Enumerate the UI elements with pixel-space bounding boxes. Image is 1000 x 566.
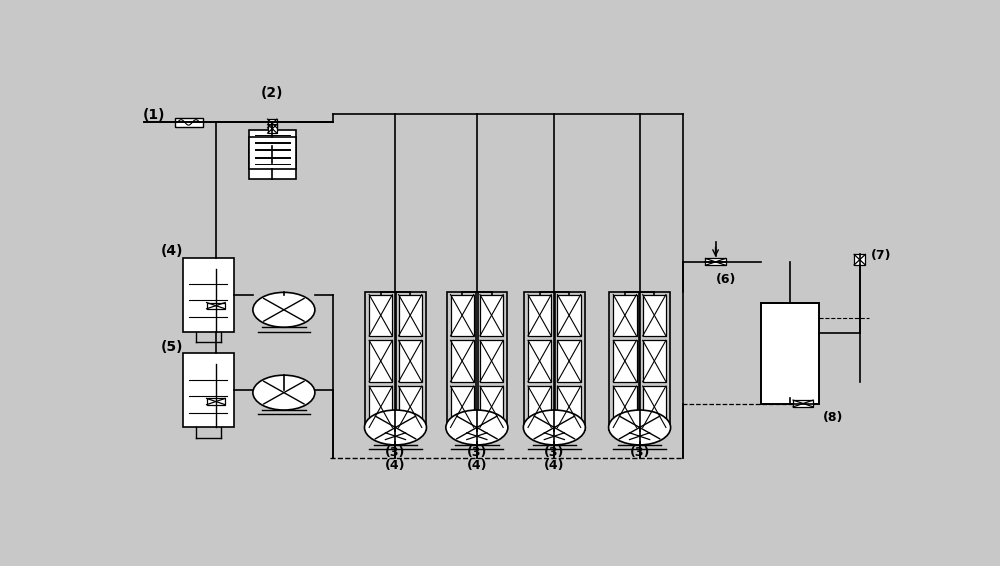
Text: (3): (3) [467, 446, 487, 459]
Text: (2): (2) [261, 86, 284, 100]
Text: (7): (7) [871, 249, 891, 262]
Text: (3): (3) [544, 446, 565, 459]
Text: (8): (8) [822, 411, 843, 424]
Text: (4): (4) [160, 244, 183, 258]
Bar [249, 147, 296, 179]
Bar [643, 386, 666, 427]
Bar [450, 386, 474, 427]
Bar [183, 353, 234, 427]
Bar [554, 292, 585, 430]
Circle shape [609, 410, 671, 445]
Bar [643, 294, 666, 336]
Bar [480, 386, 503, 427]
Bar [447, 292, 478, 430]
Circle shape [364, 410, 426, 445]
Bar [268, 119, 277, 128]
Bar [480, 294, 503, 336]
Text: (6): (6) [716, 273, 736, 286]
Bar [557, 340, 581, 381]
Bar [609, 292, 640, 430]
Bar [613, 340, 637, 381]
Bar [480, 340, 503, 381]
Bar [369, 340, 392, 381]
Text: (5): (5) [160, 340, 183, 354]
Circle shape [253, 375, 315, 410]
Bar [268, 125, 277, 133]
Bar [793, 400, 813, 407]
Bar [365, 292, 396, 430]
Bar [528, 294, 551, 336]
Bar [207, 302, 225, 309]
Bar [183, 258, 234, 332]
Circle shape [253, 293, 315, 327]
Bar [467, 433, 487, 440]
Bar [399, 386, 422, 427]
Bar [399, 340, 422, 381]
Bar [528, 386, 551, 427]
Text: (4): (4) [467, 459, 487, 472]
Bar [399, 294, 422, 336]
Text: (1): (1) [143, 108, 166, 122]
Text: (4): (4) [544, 459, 565, 472]
Circle shape [523, 410, 585, 445]
Bar [613, 386, 637, 427]
Bar [557, 386, 581, 427]
Bar [395, 292, 426, 430]
Bar [369, 294, 392, 336]
Bar [249, 136, 296, 169]
Bar [249, 130, 296, 162]
Bar [639, 292, 670, 430]
Bar [705, 259, 726, 265]
Bar [544, 433, 564, 440]
Bar [613, 294, 637, 336]
Bar [207, 398, 225, 405]
Bar [524, 292, 555, 430]
Bar [528, 340, 551, 381]
Bar [450, 340, 474, 381]
Bar [643, 340, 666, 381]
Circle shape [446, 410, 508, 445]
Bar [450, 294, 474, 336]
Bar [369, 386, 392, 427]
Text: (3): (3) [385, 446, 406, 459]
Text: (4): (4) [385, 459, 406, 472]
Bar [854, 255, 865, 265]
Bar [761, 303, 819, 404]
Text: (3): (3) [629, 446, 650, 459]
Bar [385, 433, 406, 440]
Bar [630, 433, 650, 440]
Bar [476, 292, 507, 430]
Bar [175, 118, 202, 127]
Bar [557, 294, 581, 336]
